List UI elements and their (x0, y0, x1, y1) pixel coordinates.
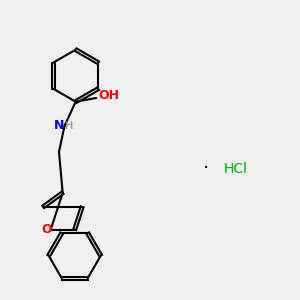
Text: H: H (65, 121, 73, 131)
Text: N: N (54, 119, 64, 132)
Text: HCl: HCl (224, 162, 248, 176)
Text: ·: · (202, 159, 209, 178)
Text: O: O (41, 223, 52, 236)
Text: OH: OH (98, 88, 119, 101)
